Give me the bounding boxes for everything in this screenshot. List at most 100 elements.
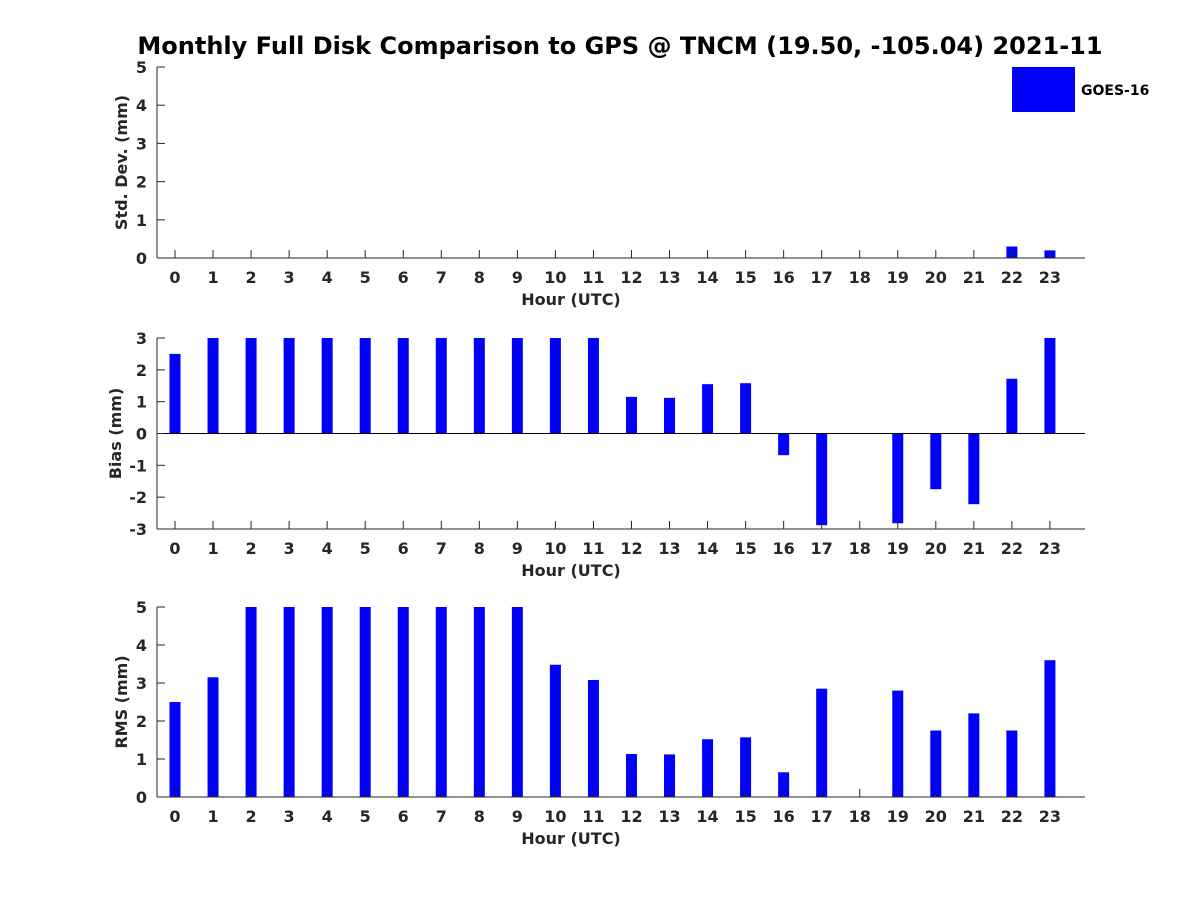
x-tick-label: 11 <box>582 539 604 558</box>
x-tick-label: 14 <box>696 539 718 558</box>
bar-bias-21 <box>968 433 980 505</box>
x-tick-label: 0 <box>169 807 180 826</box>
x-tick-label: 23 <box>1039 268 1061 287</box>
x-tick-label: 23 <box>1039 539 1061 558</box>
x-tick-label: 7 <box>436 807 447 826</box>
x-tick-label: 21 <box>963 807 985 826</box>
bar-rms-14 <box>702 739 714 797</box>
x-tick-label: 7 <box>436 539 447 558</box>
x-tick-label: 15 <box>734 268 756 287</box>
bar-rms-6 <box>397 607 409 797</box>
bar-rms-19 <box>892 690 904 797</box>
y-tick-label: 4 <box>136 636 147 655</box>
x-tick-label: 16 <box>773 807 795 826</box>
x-tick-label: 11 <box>582 268 604 287</box>
x-tick-label: 6 <box>398 268 409 287</box>
x-tick-label: 8 <box>474 268 485 287</box>
bar-bias-12 <box>625 396 637 434</box>
x-tick-label: 22 <box>1001 268 1023 287</box>
y-tick-label: 0 <box>136 425 147 444</box>
y-axis-label: RMS (mm) <box>112 655 131 748</box>
x-tick-label: 10 <box>544 807 566 826</box>
bar-bias-19 <box>892 433 904 524</box>
bar-bias-1 <box>207 338 219 434</box>
legend: GOES-16 <box>1012 67 1149 112</box>
x-axis-label: Hour (UTC) <box>521 561 621 580</box>
y-axis-label: Bias (mm) <box>106 388 125 480</box>
x-tick-label: 20 <box>925 539 947 558</box>
bar-bias-4 <box>321 338 333 434</box>
bar-bias-16 <box>778 433 790 456</box>
x-tick-label: 4 <box>322 268 333 287</box>
y-tick-label: 1 <box>136 211 147 230</box>
x-tick-label: 23 <box>1039 807 1061 826</box>
y-tick-label: 3 <box>136 134 147 153</box>
bar-rms-22 <box>1006 730 1018 797</box>
bar-bias-11 <box>587 338 599 434</box>
x-tick-label: 6 <box>398 807 409 826</box>
bar-rms-17 <box>816 688 828 797</box>
y-tick-label: 1 <box>136 393 147 412</box>
x-tick-label: 9 <box>512 539 523 558</box>
x-tick-label: 13 <box>658 539 680 558</box>
bar-rms-12 <box>625 754 637 797</box>
x-tick-label: 9 <box>512 807 523 826</box>
x-tick-label: 9 <box>512 268 523 287</box>
y-tick-label: 2 <box>136 712 147 731</box>
x-tick-label: 10 <box>544 539 566 558</box>
x-tick-label: 3 <box>284 268 295 287</box>
x-tick-label: 20 <box>925 807 947 826</box>
x-tick-label: 1 <box>207 268 218 287</box>
bar-rms-8 <box>473 607 485 797</box>
x-tick-label: 12 <box>620 268 642 287</box>
chart-title: Monthly Full Disk Comparison to GPS @ TN… <box>137 32 1102 60</box>
legend-swatch <box>1012 67 1075 112</box>
bar-bias-2 <box>245 338 257 434</box>
x-tick-label: 2 <box>246 539 257 558</box>
x-tick-label: 0 <box>169 268 180 287</box>
bar-rms-4 <box>321 607 333 797</box>
x-tick-label: 5 <box>360 539 371 558</box>
x-axis-label: Hour (UTC) <box>521 829 621 848</box>
y-tick-label: -2 <box>129 488 147 507</box>
y-tick-label: 5 <box>136 58 147 77</box>
x-tick-label: 19 <box>887 539 909 558</box>
bar-rms-13 <box>664 754 676 797</box>
bar-rms-5 <box>359 607 371 797</box>
y-tick-label: 0 <box>136 788 147 807</box>
bar-bias-9 <box>511 338 523 434</box>
bar-rms-2 <box>245 607 257 797</box>
x-tick-label: 3 <box>284 539 295 558</box>
x-tick-label: 2 <box>246 807 257 826</box>
y-axis-label: Std. Dev. (mm) <box>112 95 131 230</box>
bar-rms-7 <box>435 607 447 797</box>
x-tick-label: 12 <box>620 807 642 826</box>
bar-rms-1 <box>207 677 219 797</box>
x-tick-label: 22 <box>1001 539 1023 558</box>
x-tick-label: 15 <box>734 539 756 558</box>
bar-bias-23 <box>1044 338 1056 434</box>
y-tick-label: 1 <box>136 750 147 769</box>
x-tick-label: 17 <box>811 539 833 558</box>
x-tick-label: 13 <box>658 807 680 826</box>
x-tick-label: 7 <box>436 268 447 287</box>
bar-bias-6 <box>397 338 409 434</box>
x-tick-label: 11 <box>582 807 604 826</box>
bar-bias-0 <box>169 353 181 434</box>
x-tick-label: 18 <box>849 807 871 826</box>
y-tick-label: 2 <box>136 361 147 380</box>
bar-rms-3 <box>283 607 295 797</box>
legend-label: GOES-16 <box>1081 83 1149 99</box>
bar-bias-13 <box>664 397 676 434</box>
bar-rms-11 <box>587 679 599 797</box>
x-tick-label: 4 <box>322 539 333 558</box>
bar-rms-0 <box>169 702 181 797</box>
bar-bias-5 <box>359 338 371 434</box>
bar-bias-20 <box>930 433 942 490</box>
bar-bias-7 <box>435 338 447 434</box>
x-tick-label: 16 <box>773 539 795 558</box>
